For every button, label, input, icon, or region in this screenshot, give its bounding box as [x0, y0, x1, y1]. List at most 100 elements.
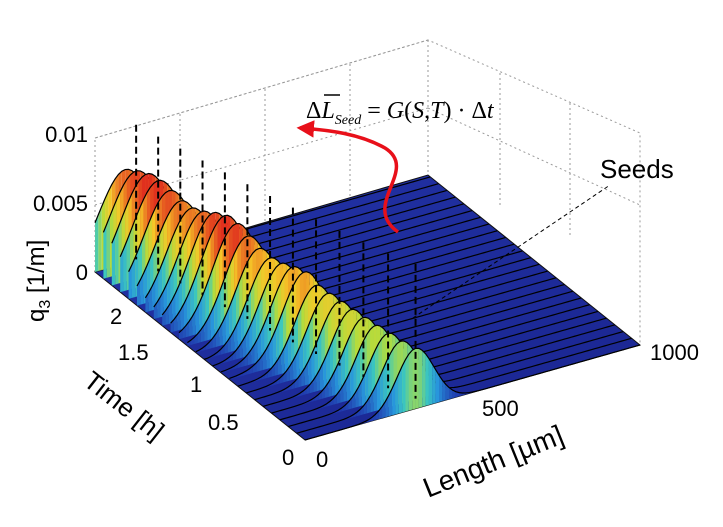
surface-patch	[187, 340, 191, 346]
surface-patch	[229, 354, 233, 362]
surface-patch	[249, 319, 253, 356]
surface-patch	[131, 257, 136, 298]
surface-patch	[350, 363, 354, 400]
surface-patch	[418, 348, 423, 408]
surface-patch	[281, 346, 285, 374]
surface-patch	[353, 355, 357, 399]
surface-patch	[261, 323, 265, 362]
surface-patch	[269, 335, 273, 369]
surface-patch	[234, 363, 238, 369]
surface-patch	[348, 397, 352, 410]
surface-patch	[242, 370, 247, 376]
surface-patch	[288, 331, 292, 372]
surface-patch	[123, 240, 127, 292]
surface-patch	[392, 381, 396, 416]
surface-patch	[163, 282, 168, 317]
surface-patch	[152, 279, 156, 311]
time-slice-line	[178, 223, 515, 334]
surface-patch	[217, 349, 221, 356]
surface-patch	[388, 388, 393, 417]
seed-drop-lines	[135, 124, 417, 399]
surface-patch	[333, 394, 337, 405]
surface-patch	[303, 388, 307, 395]
surface-patch	[224, 340, 228, 354]
surface-patch	[266, 342, 270, 370]
surface-patch	[120, 248, 124, 293]
surface-patch	[442, 380, 446, 402]
time-tick-label: 0	[282, 445, 294, 470]
surface-patch	[217, 288, 221, 338]
surface-patch	[378, 406, 383, 420]
surface-patch	[205, 342, 210, 350]
surface-patch	[103, 224, 107, 279]
surface-patch	[276, 378, 280, 385]
surface-patch	[115, 226, 119, 285]
surface-patch	[157, 296, 161, 319]
surface-patch	[220, 345, 225, 355]
surface-patch	[210, 305, 215, 340]
surface-patch	[95, 214, 99, 272]
surface-patch	[111, 235, 116, 286]
surface-patch	[398, 366, 403, 414]
surface-patch	[229, 298, 233, 344]
surface-patch	[380, 367, 384, 410]
surface-patch	[264, 371, 268, 379]
surface-patch	[241, 358, 245, 368]
surface-patch	[435, 369, 439, 403]
surface-patch	[408, 350, 413, 411]
surface-patch	[358, 380, 362, 407]
surface-patch	[148, 286, 153, 312]
svg-text:ΔLSeed = G(S,T) · Δt: ΔLSeed = G(S,T) · Δt	[306, 98, 495, 128]
surface-patch	[187, 288, 191, 328]
surface-patch	[214, 296, 218, 339]
surface-patch	[459, 392, 463, 397]
time-slice-line	[262, 308, 599, 407]
time-slice-line	[246, 292, 582, 394]
surface-patch	[296, 346, 300, 379]
surface-patch	[449, 387, 453, 400]
surface-patch	[246, 368, 250, 375]
surface-patch	[293, 354, 297, 380]
surface-patch	[283, 370, 287, 383]
surface-patch	[314, 338, 319, 383]
surface-patch	[160, 290, 164, 318]
surface-patch	[309, 380, 314, 394]
surface-patch	[202, 287, 206, 333]
surface-patch	[422, 350, 426, 407]
surface-patch	[232, 350, 237, 361]
surface-patch	[299, 338, 304, 378]
surface-patch	[319, 362, 324, 391]
surface-patch	[254, 338, 258, 364]
length-tick-label: 0	[316, 447, 328, 472]
seeds-pointer-line	[412, 184, 611, 319]
surface-patch	[209, 338, 213, 349]
surface-patch	[330, 398, 334, 406]
time-tick-label: 1.5	[118, 340, 149, 365]
surface-patch	[341, 346, 346, 394]
surface-patch	[195, 303, 200, 335]
surface-patch	[262, 349, 267, 371]
surface-patch	[294, 377, 299, 389]
surface-patch	[234, 322, 238, 351]
surface-patch	[308, 354, 312, 385]
surface-patch	[439, 375, 443, 402]
length-axis-label: Length [µm]	[419, 419, 568, 503]
z-tick-label: 0	[76, 260, 88, 285]
surface-patch	[383, 360, 388, 409]
surface-patch	[326, 346, 330, 389]
surface-patch	[246, 327, 250, 357]
surface-patch	[172, 292, 176, 323]
surface-patch	[373, 382, 377, 412]
surface-patch	[190, 337, 195, 345]
surface-patch	[405, 354, 409, 412]
growth-equation: ΔLSeed = G(S,T) · Δt	[306, 94, 495, 128]
surface-patch	[346, 371, 351, 401]
time-tick-label: 2	[110, 304, 122, 329]
surface-patch	[291, 381, 295, 390]
surface-patch	[360, 405, 364, 416]
surface-patch	[106, 215, 111, 278]
surface-patch	[428, 358, 433, 405]
surface-patch	[368, 357, 372, 404]
surface-patch	[137, 279, 141, 306]
